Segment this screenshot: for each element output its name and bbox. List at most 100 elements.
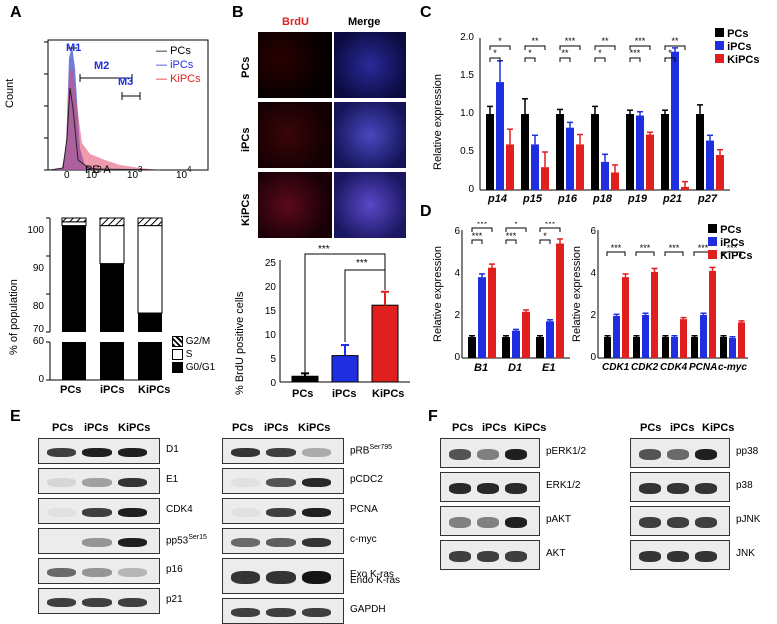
blot-label-pp53: pp53Ser15 — [166, 534, 207, 547]
band-pp53-2 — [117, 537, 147, 547]
d-right-bar-CDK4-PCs — [662, 337, 669, 358]
blot-label-akt: AKT — [546, 548, 566, 559]
c-bar-p15-PCs — [521, 114, 529, 190]
d-ylabel-left: Relative expression — [432, 246, 444, 342]
blot-jnk — [630, 540, 730, 570]
panel-label-c: C — [420, 4, 432, 21]
c-bar-p16-PCs — [556, 114, 564, 190]
blot-label-p16: p16 — [166, 564, 183, 575]
panel-label-e: E — [10, 408, 21, 425]
blot-label-gapdh: GAPDH — [350, 604, 386, 615]
pcs-histogram — [49, 87, 161, 171]
band-akt-1 — [477, 550, 499, 562]
band-pjnk-2 — [695, 516, 717, 528]
band-p21-1 — [82, 597, 112, 607]
d-xlabel-CDK4: CDK4 — [660, 362, 688, 373]
band-prb-0 — [231, 447, 261, 457]
c-bar-p19-KiPCs — [646, 134, 654, 190]
band-pcna-0 — [231, 507, 261, 517]
c-sig-bracket-p18-1 — [594, 57, 606, 62]
cc-bar-iPCs-g2m — [99, 217, 125, 227]
d-right-sig-bracket-CDK4 — [664, 251, 684, 256]
d-right-bar-c-myc-iPCs — [729, 338, 736, 358]
c-bar-p18-iPCs — [601, 161, 609, 190]
d-right-sig-c-myc: *** — [727, 243, 738, 253]
band-cmyc-2 — [301, 537, 331, 547]
band-p21-0 — [47, 597, 77, 607]
c-sig-p14-1: * — [493, 48, 497, 58]
gate-m2: M2 — [94, 60, 110, 72]
d-left-bar-E1-KiPCs — [556, 243, 564, 358]
band-e1-0 — [47, 477, 77, 487]
band-pakt-1 — [477, 516, 499, 528]
d-right-bar-CDK2-PCs — [633, 337, 640, 358]
d-right-bar-c-myc-PCs — [720, 337, 727, 358]
d-left-sig-bracket-D1-1 — [505, 239, 517, 244]
band-p38-0 — [639, 482, 661, 494]
c-sig-p15-1: * — [528, 48, 532, 58]
panel-c-chart: ********************** — [479, 36, 730, 191]
band-pakt-0 — [449, 516, 471, 528]
band-prb-2 — [301, 447, 331, 457]
d-right-bar-CDK1-iPCs — [613, 316, 620, 358]
kipcs-histogram — [50, 66, 160, 170]
brdu-x-pcs: PCs — [292, 388, 314, 400]
d-right-bar-PCNA-PCs — [691, 337, 698, 358]
band-pjnk-1 — [667, 516, 689, 528]
band-p16-0 — [47, 567, 77, 577]
cc-bar-PCs-g0g1-low — [62, 342, 86, 380]
blot-cmyc — [222, 528, 344, 554]
band-p16-2 — [117, 567, 147, 577]
c-sig-bracket-p21-0 — [664, 45, 686, 50]
band-pp53-1 — [82, 537, 112, 547]
micrograph-pcs-brdu — [258, 32, 332, 98]
c-sig-p18-1: * — [598, 48, 602, 58]
c-sig-p15-0: ** — [531, 36, 539, 46]
c-bar-p21-iPCs — [671, 51, 679, 191]
c-xlabel-p27: p27 — [698, 193, 717, 205]
brdu-bar-iPCs — [331, 355, 359, 383]
c-bar-p27-iPCs — [706, 140, 714, 190]
c-sig-p16-1: ** — [561, 48, 569, 58]
row-label-ipcs: iPCs — [240, 127, 252, 152]
d-xlabel-CDK1: CDK1 — [602, 362, 630, 373]
blot-label-d1: D1 — [166, 444, 179, 455]
brdu-bar-chart — [279, 253, 410, 383]
panel-label-f: F — [428, 408, 438, 425]
blot-label-erk12: ERK1/2 — [546, 480, 581, 491]
blot-pp38 — [630, 438, 730, 468]
blot-label-cmyc: c-myc — [350, 534, 377, 545]
band-exokras-0 — [231, 570, 261, 584]
c-bar-p15-iPCs — [531, 144, 539, 190]
c-bar-p18-KiPCs — [611, 172, 619, 190]
blot-pcdc2 — [222, 468, 344, 494]
gate-m3: M3 — [118, 76, 134, 88]
band-erk12-2 — [505, 482, 527, 494]
band-gapdh-0 — [231, 607, 261, 617]
band-cmyc-0 — [231, 537, 261, 547]
c-bar-p19-iPCs — [636, 115, 644, 190]
gate-m1: M1 — [66, 42, 82, 54]
c-sig-bracket-p15-1 — [524, 57, 536, 62]
blot-label-pcna: PCNA — [350, 504, 378, 515]
d-right-sig-CDK4: *** — [669, 243, 680, 253]
c-sig-p19-0: *** — [635, 36, 646, 46]
cc-bar-KiPCs-g0g1-low — [138, 342, 162, 380]
brdu-sig-bracket-1 — [304, 253, 386, 378]
d-right-bar-CDK2-iPCs — [642, 314, 649, 358]
c-xlabel-p19: p19 — [628, 193, 647, 205]
d-right-bar-CDK4-iPCs — [671, 337, 678, 358]
d-left-bar-D1-PCs — [502, 337, 510, 358]
brdu-sig-2: *** — [356, 258, 368, 269]
flow-histogram — [44, 39, 209, 171]
d-xlabel-E1: E1 — [542, 362, 556, 374]
blot-label-pcdc2: pCDC2 — [350, 474, 383, 485]
c-legend: PCs iPCs KiPCs — [715, 28, 759, 67]
c-bar-p18-PCs — [591, 114, 599, 190]
d-xlabel-PCNA: PCNA — [689, 362, 718, 373]
c-sig-p19-1: *** — [630, 48, 641, 58]
panel-c-bars: ********************** — [486, 36, 724, 191]
d-xlabel-c-myc: c-myc — [718, 362, 747, 373]
brdu-sig-bracket-2 — [344, 269, 385, 342]
cc-xlabel-ipcs: iPCs — [100, 384, 125, 396]
